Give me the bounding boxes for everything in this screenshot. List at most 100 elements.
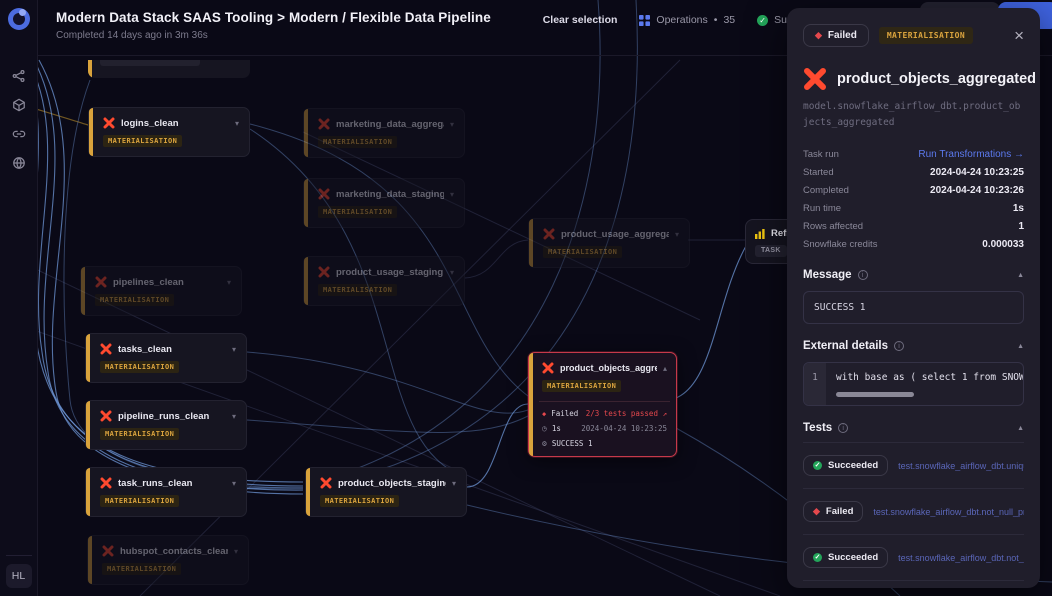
- chevron-down-icon[interactable]: ▾: [233, 546, 238, 556]
- chevron-down-icon[interactable]: ▾: [226, 277, 231, 287]
- node-timestamp: 2024-04-24 10:23:25: [581, 424, 667, 433]
- dbt-icon: [803, 67, 827, 91]
- model-path: model.snowflake_airflow_dbt.product_obje…: [803, 101, 1021, 129]
- dbt-icon: [543, 228, 555, 240]
- failed-diamond-icon: ◆: [815, 30, 822, 40]
- graph-node-marketing-data-aggregated[interactable]: marketing_data_aggregated ▾ MATERIALISAT…: [303, 108, 465, 158]
- user-avatar[interactable]: HL: [5, 564, 32, 588]
- graph-node-logins-clean[interactable]: logins_clean ▾ MATERIALISATION: [88, 107, 250, 157]
- materialisation-badge: MATERIALISATION: [100, 361, 180, 373]
- operations-separator: •: [713, 14, 718, 26]
- graph-node-hubspot-contacts-clean[interactable]: hubspot_contacts_clean ▾ MATERIALISATION: [87, 535, 249, 585]
- chevron-down-icon[interactable]: ▾: [449, 119, 454, 129]
- sql-code-block: 1 with base as ( select 1 from SNOWFLAKE: [803, 362, 1024, 407]
- detail-row: Rows affected 1: [803, 220, 1024, 232]
- type-badge: MATERIALISATION: [878, 27, 974, 44]
- graph-node-product-objects-staging[interactable]: product_objects_staging ▾ MATERIALISATIO…: [305, 467, 467, 517]
- node-title: hubspot_contacts_clean: [120, 545, 228, 557]
- run-transformations-link[interactable]: Run Transformations →: [918, 148, 1024, 160]
- dbt-icon: [320, 477, 332, 489]
- chevron-down-icon[interactable]: ▾: [674, 229, 679, 239]
- success-check-icon: ✓: [813, 553, 822, 563]
- graph-node-product-usage-staging[interactable]: product_usage_staging ▾ MATERIALISATION: [303, 256, 465, 306]
- node-title: logins_clean: [121, 117, 179, 129]
- graph-node-tasks-clean[interactable]: tasks_clean ▾ MATERIALISATION: [85, 333, 247, 383]
- chevron-down-icon[interactable]: ▾: [234, 118, 239, 128]
- graph-node-task-runs-clean[interactable]: task_runs_clean ▾ MATERIALISATION: [85, 467, 247, 517]
- run-summary: Completed 14 days ago in 3m 36s: [56, 30, 208, 41]
- chevron-up-icon[interactable]: ▴: [662, 363, 667, 373]
- cube-icon[interactable]: [11, 97, 26, 112]
- materialisation-badge: MATERIALISATION: [95, 294, 175, 306]
- detail-row: Completed 2024-04-24 10:23:26: [803, 184, 1024, 196]
- link-icon[interactable]: [11, 126, 26, 141]
- chevron-down-icon[interactable]: ▾: [231, 411, 236, 421]
- horizontal-scrollbar[interactable]: [836, 392, 914, 398]
- node-title: pipelines_clean: [113, 276, 184, 288]
- tests-summary-link[interactable]: 2/3 tests passed ↗: [585, 409, 667, 418]
- dbt-icon: [100, 343, 112, 355]
- chevron-down-icon[interactable]: ▾: [449, 189, 454, 199]
- operations-filter[interactable]: Operations • 35: [639, 14, 735, 26]
- detail-row: Task run Run Transformations →: [803, 148, 1024, 160]
- materialisation-badge: MATERIALISATION: [318, 136, 398, 148]
- dbt-icon: [102, 545, 114, 557]
- graph-node-product-objects-aggregated-selected[interactable]: product_objects_aggregated ▴ MATERIALISA…: [528, 352, 677, 457]
- graph-node-pipeline-runs-clean[interactable]: pipeline_runs_clean ▾ MATERIALISATION: [85, 400, 247, 450]
- chevron-down-icon[interactable]: ▾: [449, 267, 454, 277]
- success-filter[interactable]: ✓ Su: [757, 14, 787, 26]
- node-title: product_objects_staging: [338, 477, 446, 489]
- materialisation-badge: MATERIALISATION: [543, 246, 623, 258]
- graph-node-marketing-data-staging[interactable]: marketing_data_staging ▾ MATERIALISATION: [303, 178, 465, 228]
- materialisation-badge: MATERIALISATION: [318, 284, 398, 296]
- tests-divider: [803, 442, 1024, 444]
- materialisation-badge: MATERIALISATION: [320, 495, 400, 507]
- detail-row: Started 2024-04-24 10:23:25: [803, 166, 1024, 178]
- dbt-icon: [318, 118, 330, 130]
- dbt-icon: [542, 362, 554, 374]
- chevron-down-icon[interactable]: ▾: [451, 478, 456, 488]
- graph-node-pipelines-clean[interactable]: pipelines_clean ▾ MATERIALISATION: [80, 266, 242, 316]
- status-badge: ◆ Failed: [803, 24, 869, 47]
- powerbi-icon: [755, 228, 765, 239]
- message-content: SUCCESS 1: [803, 291, 1024, 325]
- grid-icon: [639, 14, 651, 26]
- graph-node-partial[interactable]: [88, 60, 250, 78]
- node-title: pipeline_runs_clean: [118, 410, 210, 422]
- sql-code: with base as ( select 1 from SNOWFLAKE: [836, 372, 1023, 384]
- node-status: Failed: [551, 409, 579, 418]
- detail-row: Snowflake credits 0.000033: [803, 238, 1024, 250]
- close-icon[interactable]: ×: [1014, 26, 1024, 45]
- failed-diamond-icon: ◆: [542, 409, 547, 418]
- test-link[interactable]: test.snowflake_airflow_dbt.unique_pro: [898, 460, 1024, 471]
- detail-row: Run time 1s: [803, 202, 1024, 214]
- graph-node-product-usage-aggregated[interactable]: product_usage_aggregated ▾ MATERIALISATI…: [528, 218, 690, 268]
- collapse-icon[interactable]: ▲: [1017, 271, 1024, 279]
- node-title: task_runs_clean: [118, 477, 193, 489]
- node-divider: [539, 401, 670, 402]
- materialisation-badge: MATERIALISATION: [100, 428, 180, 440]
- clear-selection-button[interactable]: Clear selection: [542, 14, 618, 26]
- node-message: SUCCESS 1: [551, 439, 593, 448]
- tests-section-header: Tests i ▲: [803, 422, 1024, 435]
- collapse-icon[interactable]: ▲: [1017, 424, 1024, 432]
- pipeline-graph-icon[interactable]: [11, 68, 26, 83]
- dbt-icon: [318, 266, 330, 278]
- test-link[interactable]: test.snowflake_airflow_dbt.not_null_pr: [873, 506, 1024, 517]
- success-check-icon: ✓: [813, 461, 822, 471]
- operations-count: 35: [723, 14, 736, 26]
- test-link[interactable]: test.snowflake_airflow_dbt.not_null_pr: [898, 552, 1024, 563]
- app-logo[interactable]: [7, 8, 30, 30]
- dbt-icon: [95, 276, 107, 288]
- dbt-icon: [103, 117, 115, 129]
- test-status-badge: ✓ Succeeded: [803, 547, 889, 569]
- globe-icon[interactable]: [11, 155, 26, 170]
- collapse-icon[interactable]: ▲: [1017, 342, 1024, 350]
- materialisation-badge: MATERIALISATION: [542, 380, 622, 392]
- node-runtime: 1s: [551, 424, 561, 433]
- info-icon: i: [838, 423, 849, 434]
- node-title: marketing_data_staging: [336, 188, 444, 200]
- info-icon: i: [857, 270, 868, 281]
- chevron-down-icon[interactable]: ▾: [231, 344, 236, 354]
- chevron-down-icon[interactable]: ▾: [231, 478, 236, 488]
